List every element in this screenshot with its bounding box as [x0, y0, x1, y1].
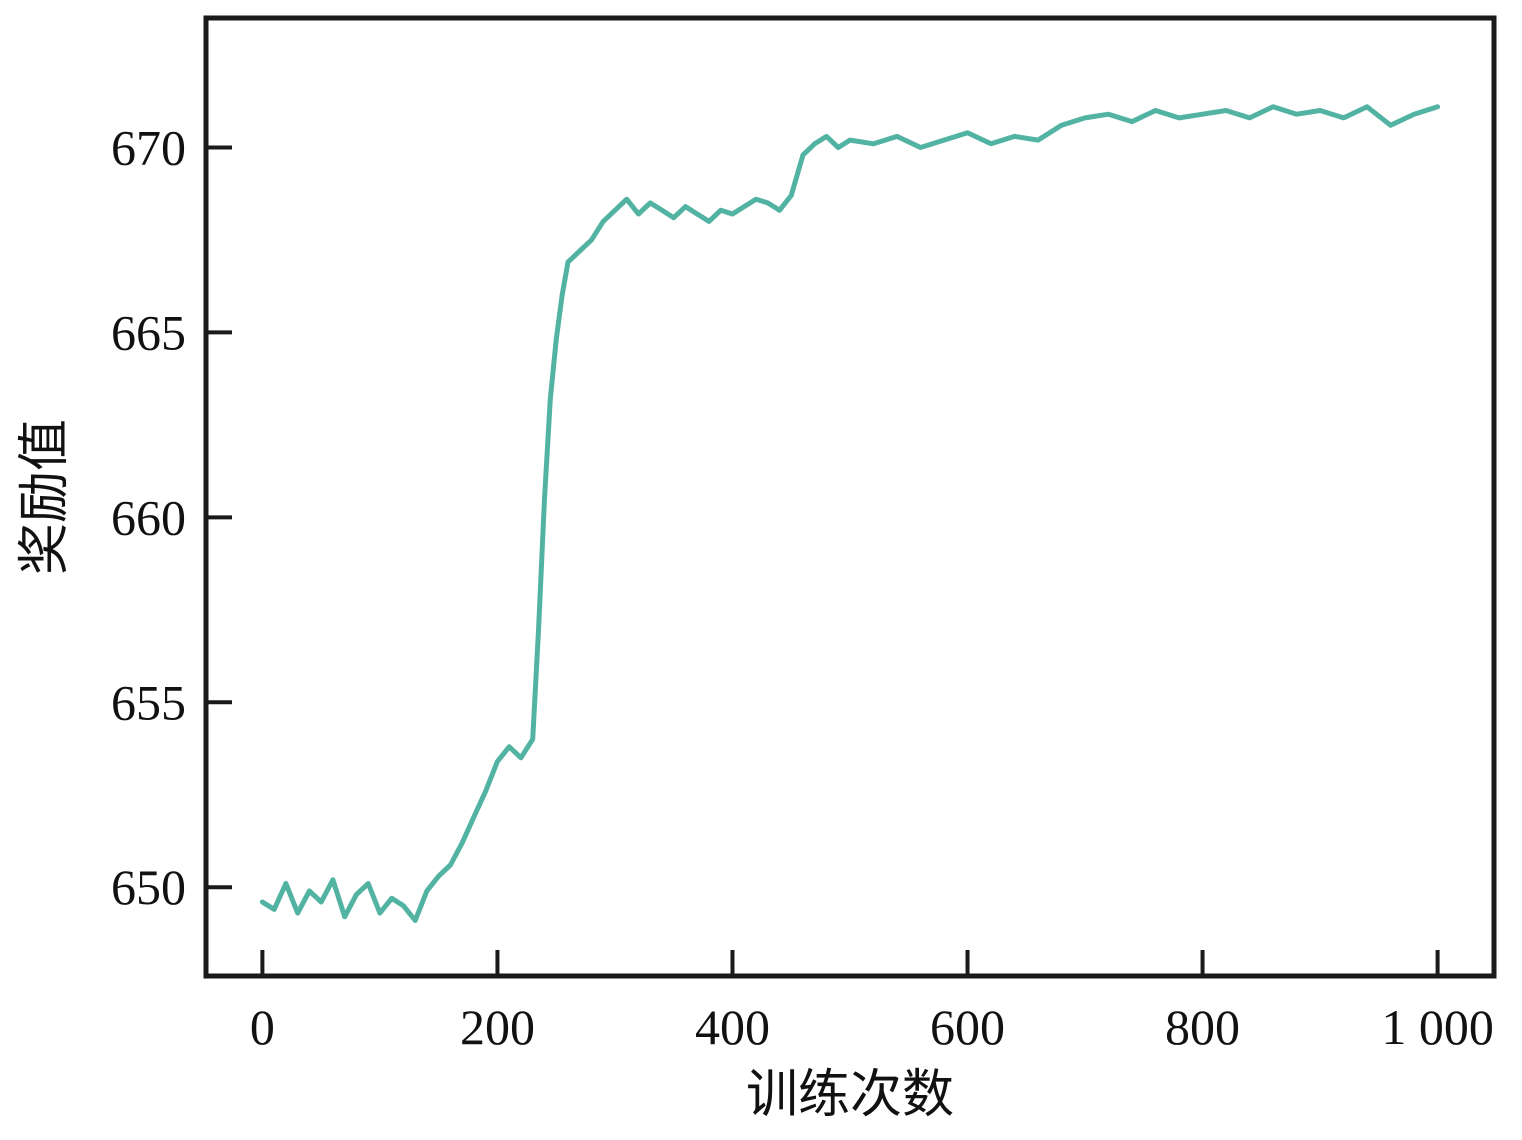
- x-tick-label-4: 800: [1165, 999, 1240, 1055]
- x-tick-label-3: 600: [930, 999, 1005, 1055]
- x-tick-label-5: 1 000: [1381, 999, 1494, 1055]
- y-tick-label-4: 670: [111, 119, 186, 175]
- tick-labels-layer: 0 200 400 600 800 1 000 650 655 660 665 670: [111, 119, 1494, 1055]
- x-tick-label-0: 0: [250, 999, 275, 1055]
- x-axis-title: 训练次数: [746, 1065, 954, 1125]
- x-tick-label-2: 400: [695, 999, 770, 1055]
- plot-frame: [203, 15, 1497, 979]
- y-tick-label-3: 665: [111, 304, 186, 360]
- ticks-layer: [206, 145, 1440, 976]
- y-tick-label-2: 660: [111, 489, 186, 545]
- y-axis-title: 奖励值: [15, 419, 75, 575]
- series-line-reward: [259, 104, 1441, 923]
- x-tick-label-1: 200: [460, 999, 535, 1055]
- y-tick-label-0: 650: [111, 859, 186, 915]
- y-tick-label-1: 655: [111, 674, 186, 730]
